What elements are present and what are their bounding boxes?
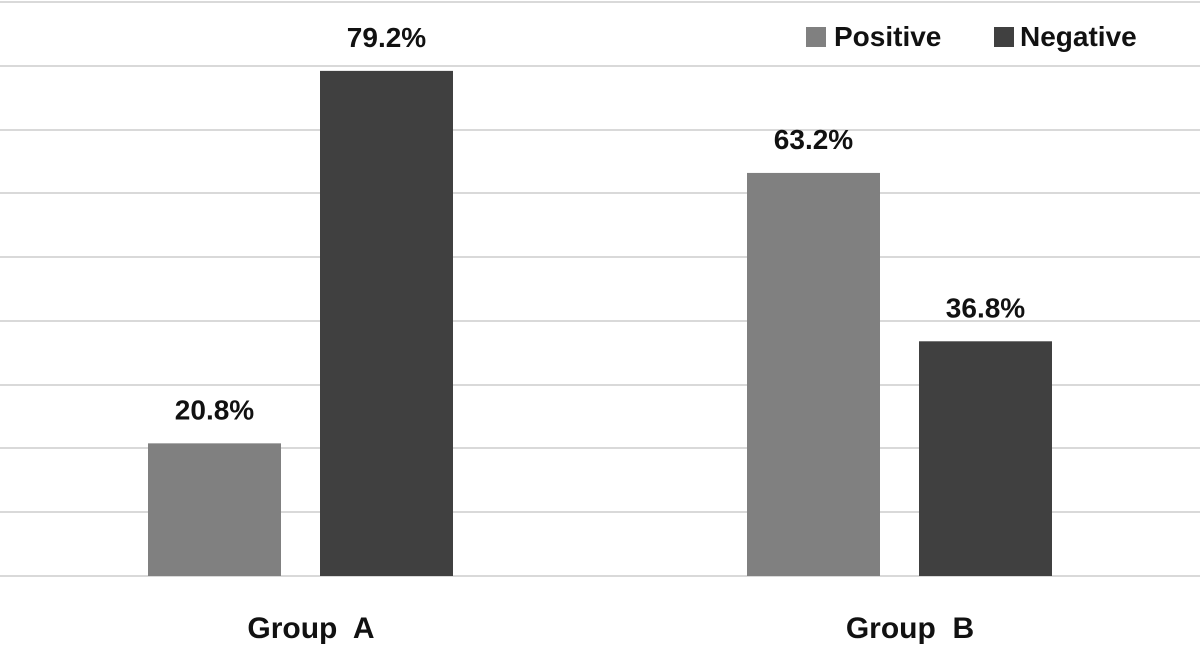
data-label-positive-group-a: 20.8% (175, 394, 254, 425)
data-label-positive-group-b: 63.2% (774, 124, 853, 155)
category-label-group-b: Group B (846, 612, 974, 645)
category-labels: Group A Group B (247, 612, 974, 645)
legend-label-positive: Positive (834, 21, 941, 52)
legend-label-negative: Negative (1020, 21, 1137, 52)
data-label-negative-group-a: 79.2% (347, 22, 426, 53)
bar-positive-group-b (747, 172, 880, 576)
legend-swatch-negative (994, 27, 1014, 47)
bar-negative-group-b (919, 341, 1052, 576)
bars (148, 70, 1052, 576)
data-label-negative-group-b: 36.8% (946, 292, 1025, 323)
legend: Positive Negative (806, 21, 1137, 52)
category-label-group-a: Group A (247, 612, 374, 645)
legend-swatch-positive (806, 27, 826, 47)
data-labels: 20.8% 63.2% 79.2% 36.8% (175, 22, 1025, 425)
bar-positive-group-a (148, 443, 281, 576)
bar-negative-group-a (320, 70, 453, 576)
